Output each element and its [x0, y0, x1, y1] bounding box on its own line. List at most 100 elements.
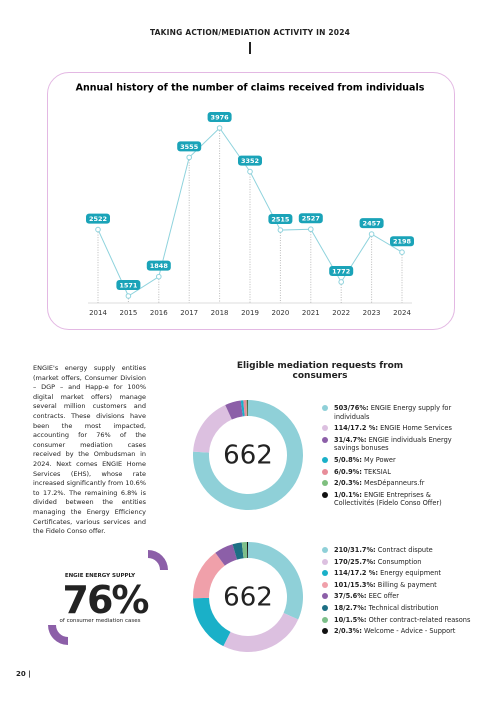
- legend-value: 114/17.2 %:: [334, 569, 378, 578]
- legend-value: 2/0.3%:: [334, 479, 362, 488]
- legend-value: 210/31.7%:: [334, 546, 376, 554]
- x-tick-label: 2018: [211, 309, 229, 317]
- legend-text: 18/2.7%: Technical distribution: [334, 604, 439, 613]
- header-title: TAKING ACTION/MEDIATION ACTIVITY IN 2024: [149, 28, 351, 37]
- legend-label: Billing & payment: [377, 580, 437, 589]
- x-tick-label: 2022: [332, 309, 350, 317]
- legend-swatch: [322, 491, 328, 498]
- donut-segment: [223, 612, 299, 652]
- x-tick-label: 2015: [119, 309, 137, 317]
- legend-value: 6/0.9%:: [334, 467, 362, 476]
- legend: 210/31.7%: Contract dispute 170/25.7%: Co…: [322, 546, 472, 639]
- donut-segment: [225, 400, 243, 420]
- x-tick-label: 2021: [302, 309, 320, 317]
- donut-charts: 662 662: [192, 400, 303, 652]
- legend-text: 1/0.1%: ENGIE Entreprises & Collectivité…: [334, 491, 472, 508]
- legend-label: MesDépanneurs.fr: [364, 479, 425, 488]
- legend-text: 10/1.5%: Other contract-related reasons: [334, 616, 470, 625]
- stat-caption: of consumer mediation cases: [59, 618, 141, 624]
- legend-value: 37/5.6%:: [334, 592, 367, 601]
- value-label-bg: [116, 280, 141, 290]
- arc-decoration: [148, 550, 168, 570]
- center-label: 662: [223, 583, 273, 613]
- legend-value: 10/1.5%:: [334, 615, 367, 624]
- donut-segment: [243, 400, 247, 417]
- legend-label: Energy equipment: [380, 569, 441, 578]
- line-chart: Annual history of the number of claims r…: [76, 83, 425, 318]
- value-label: 1772: [332, 267, 350, 275]
- legend-label: ENGIE Home Services: [380, 424, 452, 433]
- section-title: Eligible mediation requests from consume…: [236, 361, 404, 381]
- decoration: [48, 550, 168, 645]
- legend-text: 210/31.7%: Contract dispute: [334, 546, 433, 555]
- legend-swatch: [322, 581, 328, 588]
- legend-label: Contract dispute: [377, 546, 433, 554]
- legend-label: Other contract-related reasons: [368, 615, 471, 624]
- legend-item: 1/0.1%: ENGIE Entreprises & Collectivité…: [322, 491, 472, 508]
- value-label-bg: [268, 214, 293, 225]
- legend-swatch: [322, 628, 328, 635]
- arc-decoration: [48, 625, 68, 645]
- divider: [249, 42, 251, 54]
- legend-swatch: [322, 616, 328, 623]
- legend-item: 2/0.3%: Welcome - Advice - Support: [322, 627, 472, 636]
- donut-segment: [240, 400, 245, 417]
- legend-text: 2/0.3%: Welcome - Advice - Support: [334, 627, 455, 636]
- point: [216, 125, 223, 131]
- point: [186, 154, 192, 161]
- legend-label: My Power: [364, 455, 396, 464]
- legend-text: 114/17.2 %: ENGIE Home Services: [334, 424, 452, 433]
- value-label: 3352: [241, 157, 259, 165]
- legend-swatch: [322, 604, 328, 611]
- value-label-bg: [298, 213, 323, 224]
- legend-value: 1/0.1%:: [334, 490, 362, 499]
- value-label-bg: [207, 112, 232, 122]
- body-text: ENGIE's energy supply entities (market o…: [33, 364, 146, 536]
- legend-text: 31/4.7%: ENGIE individuals Energy saving…: [334, 436, 472, 453]
- stat-label: ENGIE ENERGY SUPPLY: [64, 573, 136, 579]
- legend-text: 170/25.7%: Consumption: [334, 558, 421, 567]
- legend-swatch: [322, 405, 328, 411]
- point: [308, 226, 314, 233]
- page-number-text: 20: [16, 670, 26, 678]
- legend-text: 114/17.2 %: Energy equipment: [334, 569, 441, 578]
- value-label: 3555: [180, 143, 199, 151]
- value-label-bg: [390, 236, 414, 247]
- donut-segment: [246, 542, 248, 559]
- legend-item: 114/17.2 %: Energy equipment: [322, 569, 472, 578]
- legend-value: 5/0.8%:: [334, 455, 362, 464]
- legend-text: 5/0.8%: My Power: [334, 456, 396, 465]
- legend-text: 101/15.3%: Billing & payment: [334, 581, 437, 590]
- stat-value: 76%: [62, 578, 150, 622]
- point: [277, 227, 284, 233]
- value-label-bg: [329, 265, 354, 276]
- legend-swatch: [322, 480, 328, 487]
- legend-swatch: [322, 547, 328, 553]
- legend-swatch: [322, 456, 328, 463]
- legend-swatch: [322, 468, 328, 475]
- legend: 503/76%: ENGIE Energy supply for individ…: [322, 404, 472, 511]
- page-number: 20 |: [16, 670, 31, 678]
- chart-title: Annual history of the number of claims r…: [76, 83, 425, 94]
- value-label: 3976: [211, 114, 230, 122]
- value-label-bg: [146, 260, 171, 271]
- donut-segment: [193, 404, 232, 453]
- legend-label: Consumption: [377, 557, 422, 566]
- legend-value: 2/0.3%:: [334, 627, 362, 636]
- point: [125, 293, 132, 299]
- x-tick-label: 2017: [180, 309, 198, 317]
- value-label: 2457: [363, 220, 381, 228]
- legend-value: 503/76%:: [334, 404, 369, 412]
- value-label: 2522: [89, 215, 107, 223]
- legend-label: EEC offer: [368, 592, 400, 601]
- legend-item: 5/0.8%: My Power: [322, 456, 472, 465]
- legend-item: 37/5.6%: EEC offer: [322, 592, 472, 601]
- legend-item: 101/15.3%: Billing & payment: [322, 581, 472, 590]
- donut-segment: [193, 552, 225, 599]
- legend-label: ENGIE individuals Energy savings bonuses: [334, 435, 452, 453]
- legend-swatch: [322, 425, 328, 432]
- legend-item: 210/31.7%: Contract dispute: [322, 546, 472, 555]
- value-label: 1571: [119, 282, 138, 290]
- donut-segment: [247, 400, 248, 417]
